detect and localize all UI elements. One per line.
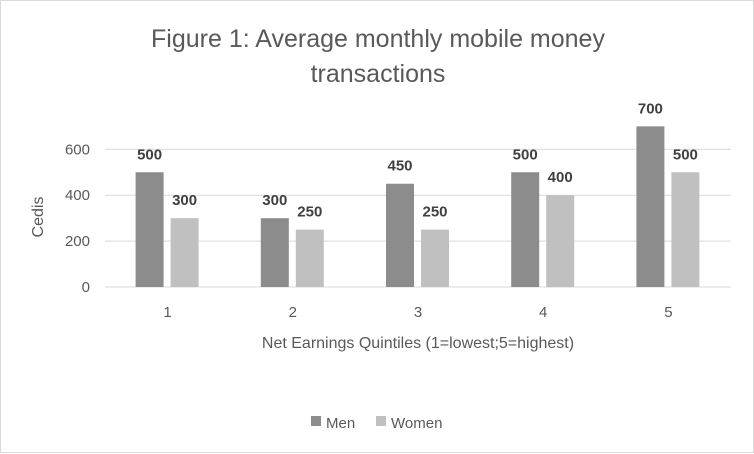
data-label-men-1: 500	[137, 146, 162, 163]
data-label-women-4: 400	[548, 169, 573, 186]
y-tick-label: 0	[82, 279, 90, 296]
data-label-women-3: 250	[422, 204, 447, 221]
x-tick-label: 4	[539, 304, 547, 321]
bar-women-5	[671, 172, 700, 287]
data-label-men-3: 450	[387, 158, 412, 175]
bar-women-3	[421, 229, 449, 287]
bar-women-1	[170, 218, 199, 287]
bar-men-4	[511, 172, 540, 287]
data-label-women-1: 300	[172, 192, 197, 209]
x-tick-label: 3	[414, 304, 422, 321]
legend-label-women: Women	[391, 415, 442, 432]
bar-women-2	[295, 229, 324, 287]
y-axis-title: Cedis	[30, 197, 47, 238]
legend-swatch-men	[311, 416, 321, 426]
data-label-men-4: 500	[513, 146, 538, 163]
chart-title-line-1: Figure 1: Average monthly mobile money	[151, 25, 605, 53]
x-axis-title: Net Earnings Quintiles (1=lowest;5=highe…	[262, 335, 574, 352]
data-labels: 500 300 300 250 450 250 500 400 700 500	[137, 100, 698, 220]
legend-label-men: Men	[326, 415, 355, 432]
bar-men-2	[260, 218, 289, 287]
chart-title-line-2: transactions	[311, 60, 446, 88]
y-tick-label: 600	[65, 141, 90, 158]
x-tick-label: 5	[664, 304, 672, 321]
data-label-men-2: 300	[262, 192, 287, 209]
bars	[135, 126, 700, 287]
x-axis-ticks: 1 2 3 4 5	[163, 304, 672, 321]
legend: Men Women	[311, 415, 442, 432]
legend-swatch-women	[376, 416, 386, 426]
x-tick-label: 2	[289, 304, 297, 321]
bar-women-4	[546, 195, 575, 287]
bar-men-3	[386, 183, 414, 287]
y-tick-label: 200	[65, 233, 90, 250]
data-label-women-2: 250	[297, 204, 322, 221]
gridlines	[105, 148, 731, 288]
y-tick-label: 400	[65, 187, 90, 204]
data-label-women-5: 500	[673, 146, 698, 163]
bar-men-1	[135, 172, 164, 287]
bar-men-5	[636, 126, 665, 287]
y-axis-ticks: 0 200 400 600	[65, 141, 90, 296]
data-label-men-5: 700	[638, 100, 663, 117]
x-tick-label: 1	[163, 304, 171, 321]
